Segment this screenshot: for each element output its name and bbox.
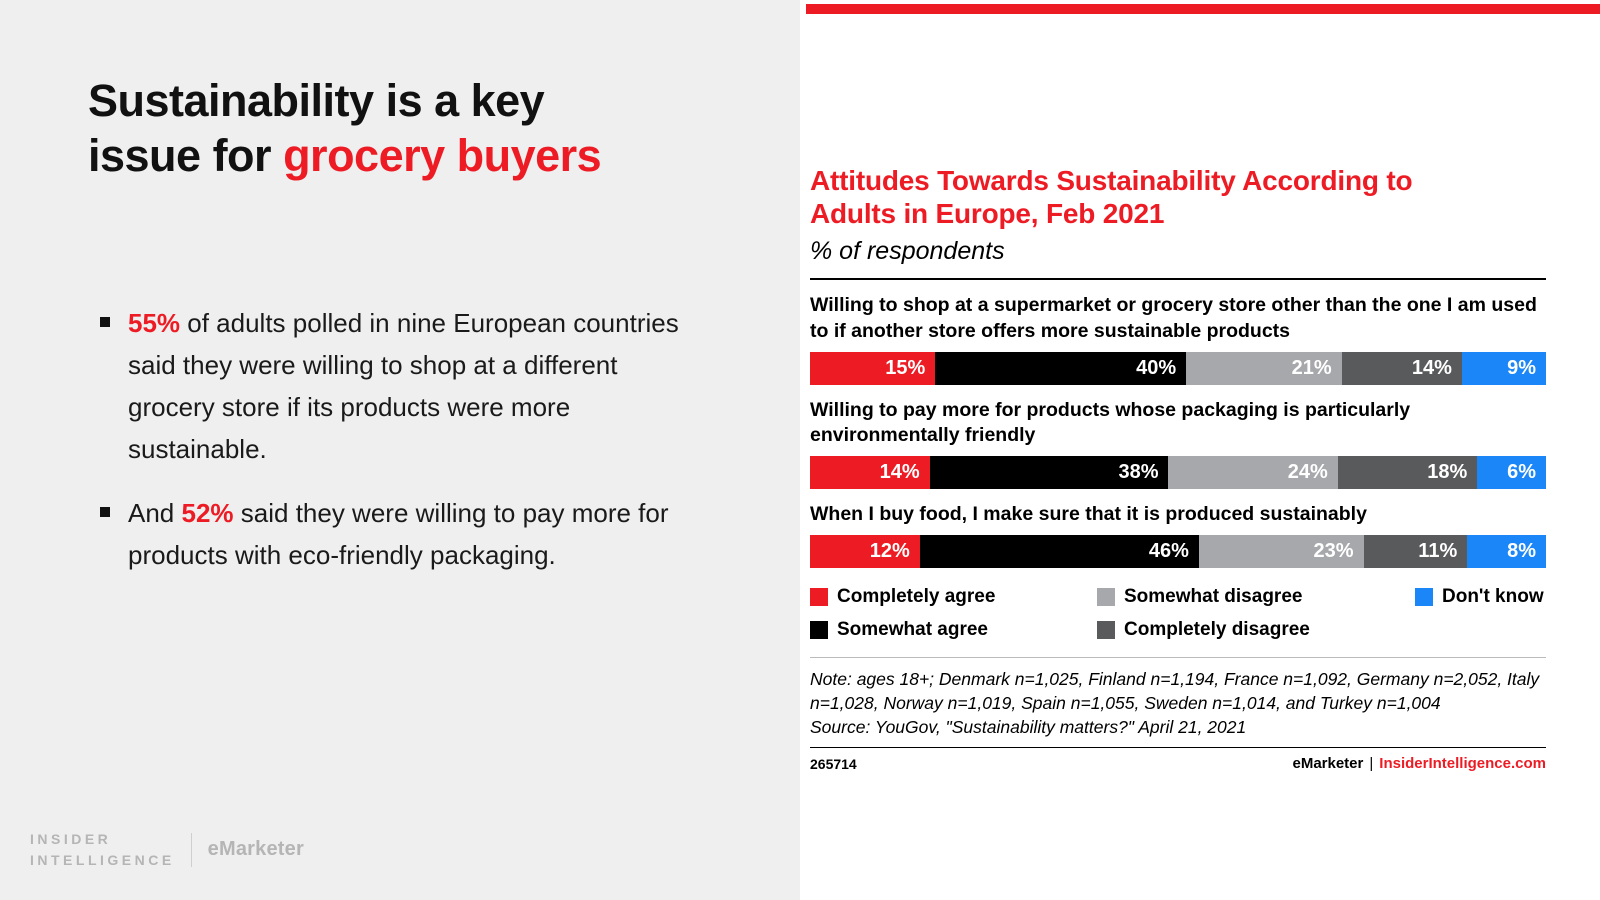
bar-value-label: 12%: [869, 539, 910, 562]
emarketer-logo: eMarketer: [207, 838, 304, 861]
chart-panel: Attitudes Towards Sustainability Accordi…: [800, 0, 1600, 900]
bar-value-label: 14%: [879, 461, 920, 483]
bullet-marker-icon: [100, 316, 110, 327]
bar-segment: 6%: [1477, 456, 1546, 489]
chart-title: Attitudes Towards Sustainability Accordi…: [810, 164, 1546, 230]
chart-legend: Completely agree Somewhat agree Somewhat d…: [810, 586, 1546, 641]
bar-segment: 21%: [1186, 351, 1342, 385]
legend-column: Don't know: [1415, 586, 1544, 641]
note-text: Note: ages 18+; Denmark n=1,025, Finland…: [810, 668, 1540, 713]
legend-swatch-icon: [810, 587, 828, 606]
chart-notes: Note: ages 18+; Denmark n=1,025, Finland…: [810, 667, 1546, 739]
bar-segment: 14%: [810, 456, 930, 489]
chart-id: 265714: [810, 755, 857, 772]
bar-value-label: 40%: [1136, 356, 1177, 379]
stacked-bar: 14% 38% 24% 18% 6%: [810, 456, 1546, 489]
bar-segment: 24%: [1168, 456, 1338, 489]
bullet-marker-icon: [100, 507, 110, 518]
chart-footer: 265714 eMarketer | InsiderIntelligence.com: [810, 755, 1546, 772]
bar-value-label: 8%: [1507, 539, 1536, 562]
legend-column: Somewhat disagree Completely disagree: [1097, 586, 1415, 641]
slide-title-line2-black: issue for: [88, 129, 284, 181]
brand-footer: INSIDER INTELLIGENCE eMarketer: [30, 829, 304, 870]
bullet-text: And 52% said they were willing to pay mo…: [128, 492, 705, 576]
legend-swatch-icon: [1097, 587, 1115, 606]
legend-swatch-icon: [1415, 587, 1433, 606]
footer-divider: [810, 747, 1546, 749]
bullet-highlight: 55%: [128, 307, 181, 338]
bar-segment: 12%: [810, 534, 920, 568]
legend-item: Somewhat disagree: [1097, 586, 1415, 608]
bar-value-label: 18%: [1427, 461, 1468, 483]
question-label: Willing to shop at a supermarket or groc…: [810, 294, 1537, 342]
bar-segment: 38%: [929, 456, 1169, 489]
stacked-bar: 15% 40% 21% 14% 9%: [810, 351, 1546, 385]
legend-label: Completely disagree: [1124, 618, 1310, 640]
bullet-post: said they were willing to pay more for p…: [128, 498, 669, 571]
legend-item: Don't know: [1415, 586, 1544, 608]
bullet-highlight: 52%: [181, 498, 234, 529]
chart-title-line1: Attitudes Towards Sustainability Accordi…: [810, 165, 1413, 196]
legend-swatch-icon: [810, 620, 828, 639]
insider-intelligence-logo: INSIDER INTELLIGENCE: [30, 829, 175, 870]
bar-segment: 11%: [1363, 534, 1468, 568]
bullet-post: of adults polled in nine European countr…: [128, 307, 679, 465]
bar-value-label: 6%: [1507, 461, 1536, 483]
chart-subtitle: % of respondents: [810, 237, 1005, 266]
bar-segment: 14%: [1341, 351, 1462, 385]
bar-value-label: 24%: [1287, 461, 1328, 483]
footer-brand: eMarketer | InsiderIntelligence.com: [1292, 755, 1546, 772]
bullet-pre: And: [128, 498, 182, 529]
legend-item: Completely agree: [810, 586, 1097, 608]
question-label: Willing to pay more for products whose p…: [810, 398, 1411, 447]
bar-segment: 8%: [1467, 534, 1546, 568]
bar-value-label: 15%: [885, 356, 926, 379]
stacked-bar: 12% 46% 23% 11% 8%: [810, 534, 1546, 568]
bar-value-label: 21%: [1291, 356, 1332, 379]
legend-item: Somewhat agree: [810, 619, 1097, 641]
insider-logo-line2: INTELLIGENCE: [30, 851, 175, 868]
title-divider: [810, 278, 1546, 281]
bar-segment: 40%: [935, 351, 1187, 385]
bar-segment: 15%: [810, 351, 936, 385]
red-accent-bar: [806, 4, 1600, 14]
slide-title-line1: Sustainability is a key: [88, 75, 545, 126]
legend-label: Don't know: [1442, 585, 1544, 607]
legend-label: Completely agree: [837, 585, 996, 607]
brand-divider: [190, 832, 192, 867]
insider-logo-line1: INSIDER: [30, 831, 112, 848]
bar-segment: 23%: [1198, 534, 1364, 568]
bar-value-label: 38%: [1118, 461, 1159, 483]
slide-title-line2-red: grocery buyers: [283, 129, 602, 181]
legend-swatch-icon: [1097, 620, 1115, 639]
question-label: When I buy food, I make sure that it is …: [810, 503, 1367, 525]
legend-column: Completely agree Somewhat agree: [810, 586, 1097, 641]
bar-segment: 9%: [1461, 351, 1546, 385]
bar-value-label: 14%: [1411, 356, 1452, 379]
footer-separator: |: [1369, 755, 1374, 773]
slide-title: Sustainability is a key issue for grocer…: [88, 74, 740, 184]
bar-value-label: 11%: [1418, 539, 1458, 562]
bullet-list: 55% of adults polled in nine European co…: [100, 302, 705, 577]
bullet-text: 55% of adults polled in nine European co…: [128, 302, 705, 470]
note-divider: [810, 656, 1546, 658]
legend-label: Somewhat agree: [837, 618, 988, 640]
footer-emarketer-label: eMarketer: [1292, 755, 1364, 773]
bullet-item: 55% of adults polled in nine European co…: [100, 302, 705, 470]
chart-content: Attitudes Towards Sustainability Accordi…: [810, 164, 1546, 772]
bullet-item: And 52% said they were willing to pay mo…: [100, 492, 705, 576]
left-panel: Sustainability is a key issue for grocer…: [0, 0, 800, 900]
legend-label: Somewhat disagree: [1124, 585, 1303, 607]
bar-segment: 46%: [919, 534, 1199, 568]
bar-value-label: 23%: [1313, 539, 1354, 562]
bar-value-label: 9%: [1507, 356, 1536, 379]
source-text: Source: YouGov, "Sustainability matters?…: [810, 717, 1247, 738]
bar-value-label: 46%: [1148, 539, 1189, 562]
chart-title-line2: Adults in Europe, Feb 2021: [810, 198, 1165, 230]
legend-item: Completely disagree: [1097, 619, 1415, 641]
bar-segment: 18%: [1337, 456, 1478, 489]
footer-insiderintelligence-link: InsiderIntelligence.com: [1379, 755, 1546, 773]
